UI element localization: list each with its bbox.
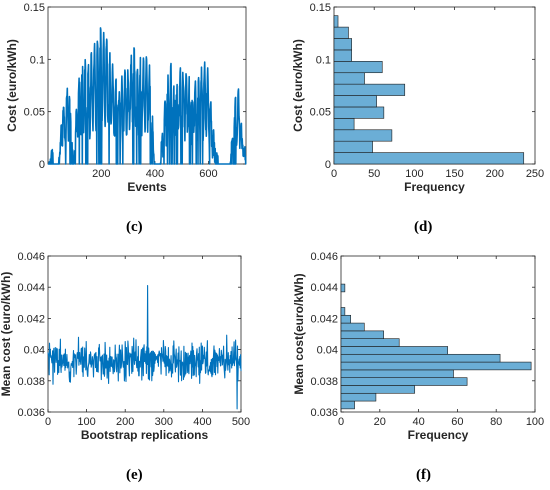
hist-bar <box>333 61 383 74</box>
hist-bar <box>333 106 385 119</box>
y-tick-label: 0.042 <box>310 313 338 325</box>
y-tick-label: 0.046 <box>17 251 45 263</box>
y-tick-label: 0.046 <box>310 251 338 263</box>
axes-box <box>47 6 247 165</box>
x-tick-label: 80 <box>490 416 502 428</box>
y-tick-label: 0.036 <box>310 407 338 419</box>
x-tick-label: 0 <box>45 416 51 428</box>
x-tick-label: 0 <box>331 168 337 180</box>
hist-bar <box>340 346 448 355</box>
panel-d: 0 50 100 150 200 250 0 0.05 0.1 0.15 Frequency Cost… <box>291 2 544 194</box>
y-tick-label: 0.1 <box>316 54 331 66</box>
y-tick-label: 0.04 <box>24 345 45 357</box>
hist-bar <box>333 15 339 28</box>
y-axis-label: Cost (euro/kWh) <box>5 39 19 132</box>
hist-bar <box>340 369 454 378</box>
x-tick-label: 60 <box>451 416 463 428</box>
x-tick-label: 200 <box>486 168 504 180</box>
y-tick-label: 0.044 <box>310 282 338 294</box>
y-axis-label: Mean cost (euro/kWh) <box>0 272 13 397</box>
x-tick-label: 400 <box>193 416 211 428</box>
y-tick-label: 0.042 <box>17 313 45 325</box>
hist-bar <box>340 353 501 363</box>
hist-bar <box>333 118 355 131</box>
y-axis-label: Mean cost(euro/kWh) <box>292 273 306 394</box>
caption-f: (f) <box>416 467 431 483</box>
panel-c: 200 400 600 0 0.05 0.1 0.15 Events Cost (euro/kW… <box>5 2 247 194</box>
x-axis-label: Bootstrap replications <box>81 428 209 442</box>
panel-e: 0 100 200 300 400 500 0.036 0.038 0.04 0.042 0.044… <box>0 251 250 442</box>
x-tick-label: 150 <box>445 168 463 180</box>
hist-bar <box>340 330 384 339</box>
caption-d: (d) <box>414 219 433 235</box>
y-tick-label: 0.15 <box>24 2 45 14</box>
hist-bar <box>340 322 365 332</box>
y-tick-label: 0.038 <box>17 376 45 388</box>
panel-f: 0 20 40 60 80 100 0.036 0.038 0.04 0.042 0.044 0.04… <box>292 251 544 442</box>
x-tick-label: 250 <box>526 168 544 180</box>
hist-bar <box>333 26 349 39</box>
hist-bar <box>340 283 346 293</box>
x-tick-label: 40 <box>412 416 424 428</box>
hist-bar <box>340 314 351 324</box>
y-tick-label: 0.04 <box>317 345 338 357</box>
x-axis-label: Frequency <box>408 428 469 442</box>
hist-bar <box>333 38 352 51</box>
x-tick-label: 100 <box>526 416 544 428</box>
hist-bar <box>333 49 352 62</box>
x-tick-label: 100 <box>77 416 95 428</box>
x-tick-label: 200 <box>116 416 134 428</box>
x-tick-label: 400 <box>146 168 164 180</box>
y-tick-label: 0.036 <box>17 407 45 419</box>
x-axis-label: Frequency <box>404 180 465 194</box>
x-tick-label: 200 <box>92 168 110 180</box>
y-tick-label: 0.038 <box>310 376 338 388</box>
x-tick-label: 20 <box>374 416 386 428</box>
y-tick-label: 0 <box>39 159 45 171</box>
caption-e: (e) <box>126 467 143 483</box>
x-tick-label: 600 <box>199 168 217 180</box>
hist-bar <box>340 377 468 386</box>
hist-bar <box>340 361 532 371</box>
hist-bar <box>333 129 393 142</box>
y-tick-label: 0.15 <box>310 2 331 14</box>
y-tick-label: 0.05 <box>310 107 331 119</box>
hist-bar <box>340 338 400 347</box>
series-line <box>47 285 242 410</box>
x-tick-label: 300 <box>155 416 173 428</box>
hist-bar <box>333 72 365 85</box>
y-tick-label: 0.05 <box>24 107 45 119</box>
series-line <box>47 27 247 165</box>
x-tick-label: 0 <box>338 416 344 428</box>
y-axis-label: Cost (euro/kWh) <box>291 39 305 132</box>
x-tick-label: 100 <box>405 168 423 180</box>
caption-c: (c) <box>126 219 143 235</box>
hist-bar <box>340 400 355 410</box>
hist-bar <box>333 95 377 108</box>
axes-box <box>47 255 242 413</box>
hist-bar <box>333 83 406 96</box>
x-tick-label: 500 <box>232 416 250 428</box>
x-axis-label: Events <box>127 180 167 194</box>
y-tick-label: 0.1 <box>30 54 45 66</box>
hist-bar <box>333 140 373 153</box>
hist-bar <box>340 385 416 394</box>
hist-bar <box>340 307 346 316</box>
hist-bar <box>333 152 525 165</box>
x-tick-label: 50 <box>368 168 380 180</box>
y-tick-label: 0 <box>325 159 331 171</box>
y-tick-label: 0.044 <box>17 282 45 294</box>
hist-bar <box>340 392 377 402</box>
